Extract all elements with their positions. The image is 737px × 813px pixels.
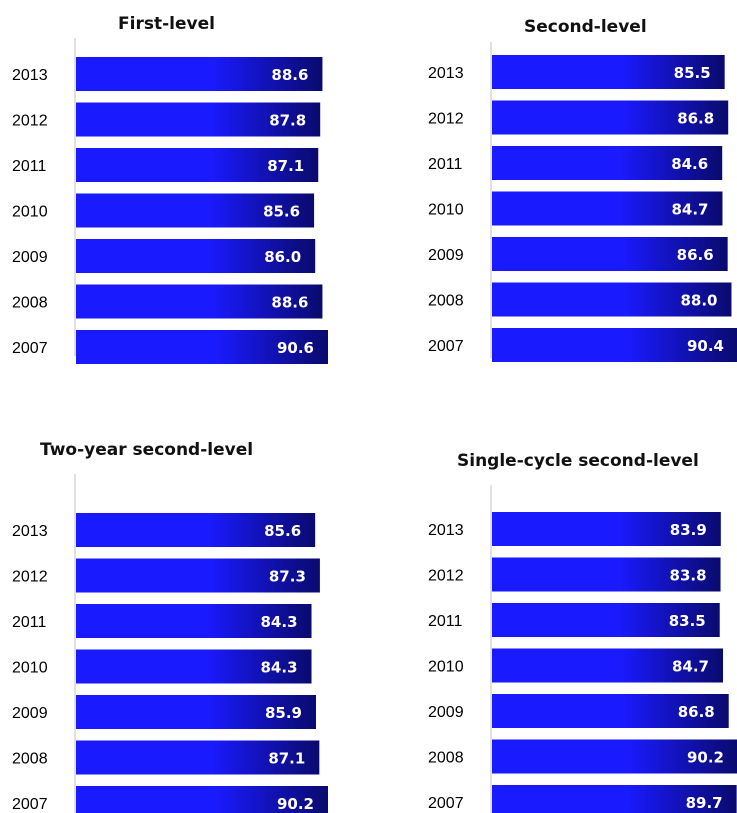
bar-2007 — [76, 330, 328, 364]
bar-2011 — [492, 603, 720, 637]
bar-2013 — [76, 57, 323, 91]
tick-label-2012: 2012 — [12, 569, 48, 586]
bar-2012 — [492, 557, 721, 592]
chart-title: Second-level — [524, 17, 647, 37]
bar-2008 — [492, 282, 732, 317]
data-label-2013: 83.9 — [670, 521, 707, 539]
data-label-2007: 90.4 — [687, 337, 724, 355]
tick-label-2013: 2013 — [12, 523, 48, 540]
data-label-2011: 83.5 — [669, 612, 706, 630]
bar-chart-first-level: 2013 88.6 2012 87.8 2011 87.1 2010 85.6 2009 86.0… — [12, 38, 328, 364]
data-label-2012: 87.8 — [269, 112, 306, 130]
tick-label-2008: 2008 — [428, 293, 464, 310]
bar-2012 — [76, 558, 320, 593]
chart-title: First-level — [118, 14, 215, 34]
tick-label-2009: 2009 — [428, 247, 464, 264]
bar-2008 — [76, 284, 323, 319]
tick-label-2012: 2012 — [12, 113, 48, 130]
data-label-2012: 86.8 — [677, 110, 714, 128]
bar-chart-two-year-second-level: 2013 85.6 2012 87.3 2011 84.3 2010 84.3 2009 85.9… — [12, 474, 328, 813]
bar-2012 — [492, 100, 729, 135]
chart-panel-two-year-second-level: Two-year second-level 2013 85.6 2012 87.3 20… — [12, 440, 328, 813]
bar-2009 — [492, 694, 729, 728]
tick-label-2012: 2012 — [428, 568, 464, 585]
bar-2009 — [492, 237, 728, 271]
data-label-2007: 89.7 — [686, 794, 723, 812]
chart-panel-second-level: Second-level 2013 85.5 2012 86.8 2011 84.6 201… — [0, 0, 737, 370]
data-label-2011: 84.6 — [671, 155, 708, 173]
data-label-2007: 90.6 — [277, 339, 314, 357]
bar-2010 — [492, 191, 723, 226]
bar-2007 — [76, 786, 328, 813]
bar-2007 — [492, 328, 737, 362]
bar-2007 — [492, 785, 737, 813]
data-label-2010: 84.7 — [672, 658, 709, 676]
bar-2011 — [76, 148, 319, 182]
tick-label-2011: 2011 — [428, 613, 463, 630]
bar-2010 — [76, 193, 315, 228]
tick-label-2011: 2011 — [12, 614, 47, 631]
bar-2009 — [76, 695, 316, 729]
tick-label-2009: 2009 — [12, 705, 48, 722]
tick-label-2008: 2008 — [12, 295, 48, 312]
bar-2008 — [76, 740, 320, 775]
data-label-2009: 86.0 — [264, 248, 301, 266]
tick-label-2010: 2010 — [428, 202, 464, 219]
data-label-2013: 88.6 — [271, 66, 308, 84]
tick-label-2008: 2008 — [12, 751, 48, 768]
bar-2012 — [76, 102, 321, 137]
tick-label-2011: 2011 — [12, 158, 47, 175]
bar-2013 — [492, 512, 721, 546]
bar-2013 — [76, 513, 316, 547]
tick-label-2010: 2010 — [12, 660, 48, 677]
data-label-2008: 90.2 — [687, 749, 724, 767]
bar-2011 — [76, 604, 312, 638]
bar-2013 — [492, 55, 725, 89]
tick-label-2011: 2011 — [428, 156, 463, 173]
data-label-2013: 85.5 — [674, 64, 711, 82]
data-label-2009: 86.6 — [677, 246, 714, 264]
bar-2008 — [492, 739, 737, 774]
tick-label-2008: 2008 — [428, 750, 464, 767]
tick-label-2007: 2007 — [428, 338, 464, 355]
data-label-2011: 87.1 — [267, 157, 304, 175]
data-label-2012: 87.3 — [269, 568, 306, 586]
tick-label-2012: 2012 — [428, 111, 464, 128]
tick-label-2010: 2010 — [12, 204, 48, 221]
data-label-2010: 84.7 — [671, 201, 708, 219]
data-label-2010: 84.3 — [261, 659, 298, 677]
tick-label-2009: 2009 — [428, 704, 464, 721]
data-label-2008: 88.0 — [680, 292, 717, 310]
data-label-2007: 90.2 — [277, 795, 314, 813]
tick-label-2007: 2007 — [12, 340, 48, 357]
bar-2011 — [492, 146, 723, 180]
bar-2010 — [492, 648, 723, 683]
data-label-2008: 88.6 — [271, 294, 308, 312]
data-label-2013: 85.6 — [264, 522, 301, 540]
chart-title: Two-year second-level — [40, 440, 254, 460]
data-label-2009: 86.8 — [678, 703, 715, 721]
tick-label-2009: 2009 — [12, 249, 48, 266]
chart-panel-first-level: First-level 2013 88.6 2012 87.8 2011 87.1 2010… — [0, 0, 370, 370]
data-label-2009: 85.9 — [265, 704, 302, 722]
data-label-2010: 85.6 — [263, 203, 300, 221]
tick-label-2013: 2013 — [428, 65, 464, 82]
tick-label-2007: 2007 — [428, 795, 464, 812]
chart-title: Single-cycle second-level — [457, 451, 699, 471]
data-label-2008: 87.1 — [268, 750, 305, 768]
tick-label-2007: 2007 — [12, 796, 48, 813]
data-label-2011: 84.3 — [261, 613, 298, 631]
bar-2009 — [76, 239, 316, 273]
data-label-2012: 83.8 — [670, 567, 707, 585]
tick-label-2013: 2013 — [428, 522, 464, 539]
tick-label-2010: 2010 — [428, 659, 464, 676]
bar-chart-second-level: 2013 85.5 2012 86.8 2011 84.6 2010 84.7 2009 86.6… — [428, 42, 737, 362]
bar-2010 — [76, 649, 312, 684]
tick-label-2013: 2013 — [12, 67, 48, 84]
